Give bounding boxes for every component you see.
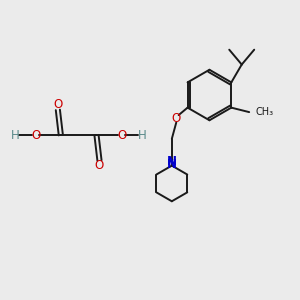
- Text: CH₃: CH₃: [256, 107, 274, 117]
- Text: O: O: [53, 98, 62, 111]
- Text: H: H: [11, 129, 19, 142]
- Text: H: H: [138, 129, 147, 142]
- Text: O: O: [31, 129, 40, 142]
- Text: N: N: [167, 154, 177, 168]
- Text: O: O: [172, 112, 181, 124]
- Text: O: O: [95, 159, 104, 172]
- Text: N: N: [167, 158, 177, 171]
- Text: O: O: [117, 129, 126, 142]
